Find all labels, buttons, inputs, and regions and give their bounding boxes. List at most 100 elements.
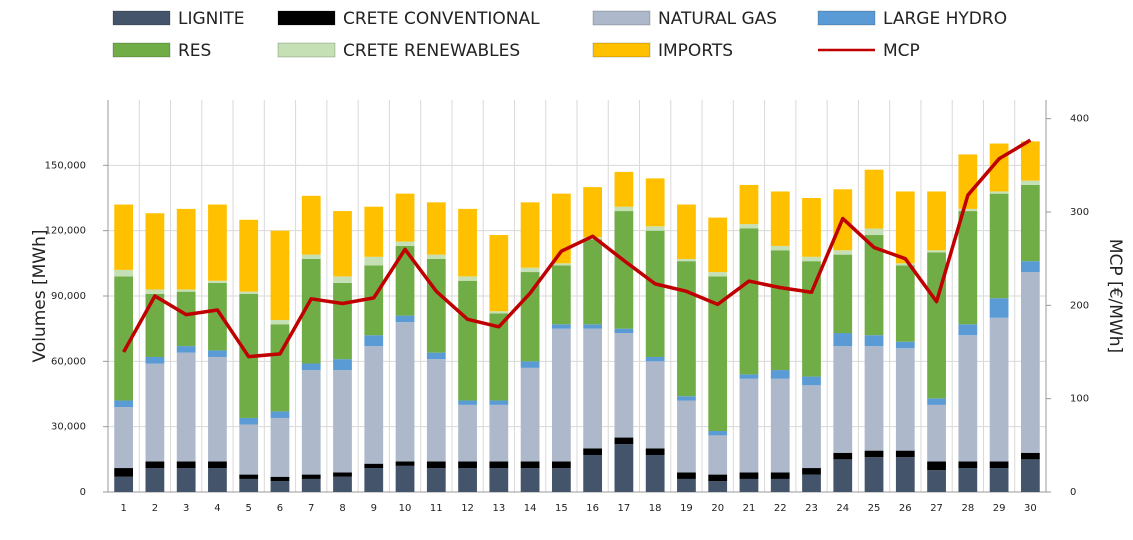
bar-segment [176,346,196,353]
bar-segment [770,245,790,251]
y-tick-label: 120,000 [45,226,86,237]
bar-segment [739,374,759,379]
bar-segment [145,363,165,462]
bar-segment [864,228,884,236]
bar-segment [114,204,134,270]
bar-segment [301,363,321,371]
bar-segment [927,398,946,405]
bar-segment [239,291,259,294]
y2-tick-label: 400 [1070,114,1089,125]
bar-segment [333,211,352,277]
x-tick-label: 11 [430,503,443,514]
x-tick-label: 7 [308,503,314,514]
x-tick-label: 6 [277,503,283,514]
bar-segment [1020,459,1040,492]
bar-segment [583,328,603,449]
bar-segment [239,417,259,425]
x-tick-label: 2 [152,503,158,514]
x-tick-label: 4 [214,503,220,514]
bar-segment [333,472,352,477]
bar-segment [551,265,571,325]
bar-segment [239,478,259,492]
bar-segment [645,454,665,492]
bar-segment [583,324,603,329]
bar-segment [551,324,571,329]
bar-segment [739,378,759,473]
bar-segment [989,193,1009,299]
x-tick-label: 8 [339,503,345,514]
bar-segment [489,235,509,312]
line [122,138,1032,359]
bar-segment [270,324,290,412]
bar-segment [176,289,196,292]
y-tick-label: 60,000 [51,356,86,367]
bar-segment [239,424,259,475]
bar-segment [1020,261,1040,273]
bar-segment [1020,272,1040,453]
bar-segment [239,474,259,479]
y-tick-label: 90,000 [51,291,86,302]
bar-segment [958,154,978,209]
bar-segment [1020,141,1040,181]
bar-segment [364,256,384,266]
x-tick-label: 16 [586,503,599,514]
bar-segment [114,276,134,401]
bar-segment [520,461,540,469]
bar-segment [770,478,790,492]
bar-segment [458,208,477,277]
bar-segment [176,208,196,290]
bar-segment [176,352,196,462]
x-tick-label: 21 [743,503,756,514]
bar-segment [614,206,634,212]
bar-segment [301,370,321,475]
bar-segment [426,202,446,255]
bar-segment [645,230,665,357]
legend-swatch [112,42,171,58]
bar-segment [583,448,603,455]
legend-label: CRETE RENEWABLES [343,41,520,61]
bar-segment [395,245,415,316]
y2-tick-label: 100 [1070,394,1089,405]
bar-segment [489,313,509,401]
bar-segment [426,258,446,353]
bar-segment [864,457,884,492]
bar-segment [583,239,603,325]
bar-segment [520,361,540,368]
bar-segment [989,298,1009,318]
bar-segment [301,474,321,479]
legend-label: LIGNITE [178,9,245,29]
bar-segment [145,468,165,492]
bar-segment [958,461,978,469]
bar-segment [364,335,384,347]
bar-segment [301,254,321,259]
bar-segment [426,359,446,462]
bar-segment [208,282,227,351]
bar-segment [208,280,227,283]
bar-segment [770,472,790,479]
bar-segment [395,322,415,462]
x-tick-label: 12 [461,503,474,514]
bar-segment [770,250,790,371]
bar-segment [145,213,165,290]
x-tick-label: 14 [524,503,537,514]
bar-segment [489,311,509,314]
legend-label: LARGE HYDRO [883,9,1007,29]
bar-segment [895,457,915,492]
bar-segment [614,171,634,207]
x-tick-label: 18 [649,503,662,514]
bar-segment [895,341,915,349]
legend-label: NATURAL GAS [658,9,777,29]
bar-segment [489,400,509,405]
y2-tick-label: 0 [1070,487,1076,498]
bar-segment [864,169,884,229]
x-tick-label: 26 [899,503,912,514]
bar-segment [927,470,946,492]
bar-segment [489,404,509,462]
bar-segment [176,468,196,492]
bar-segment [458,400,477,405]
bar-segment [551,193,571,264]
bar-segment [802,385,821,469]
x-tick-label: 19 [680,503,693,514]
bar-segment [833,250,853,255]
bar-segment [739,478,759,492]
